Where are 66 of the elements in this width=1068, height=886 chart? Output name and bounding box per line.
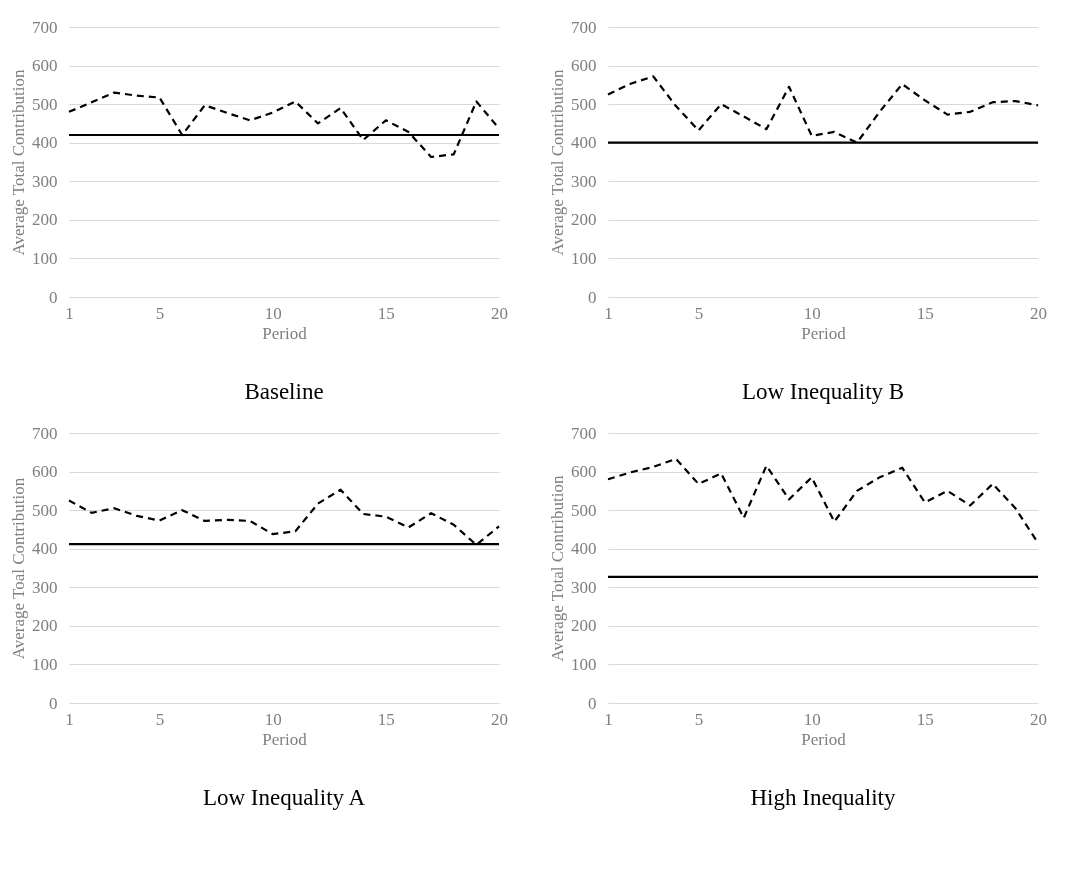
y-tick-label: 200 [571, 616, 597, 636]
y-tick-label: 300 [32, 577, 58, 597]
x-tick-label: 15 [916, 303, 934, 323]
y-tick-label: 300 [571, 171, 597, 191]
x-tick-label: 5 [155, 709, 165, 729]
y-tick-label: 0 [49, 287, 58, 307]
y-tick-label: 500 [571, 94, 597, 114]
y-tick-label: 200 [571, 210, 597, 230]
y-axis-title: Average Total Contribution [9, 68, 28, 256]
text: Low Inequality B [741, 379, 905, 404]
y-tick-label: 700 [32, 423, 58, 443]
y-tick-label: 200 [32, 210, 58, 230]
y-tick-label: 400 [32, 133, 58, 153]
x-tick-label: 20 [491, 709, 508, 729]
y-tick-label: 400 [571, 539, 597, 559]
x-tick-label: 10 [264, 303, 282, 323]
x-tick-label: 15 [916, 709, 934, 729]
x-tick-label: 5 [694, 709, 704, 729]
x-tick-label: 5 [155, 303, 165, 323]
y-tick-label: 600 [32, 56, 58, 76]
y-axis-title: Average Total Contribution [548, 68, 567, 256]
y-tick-label: 300 [32, 171, 58, 191]
x-tick-label: 1 [65, 709, 74, 729]
y-tick-label: 200 [32, 616, 58, 636]
text: Low Inequality A [202, 785, 366, 810]
text: High Inequality [750, 785, 896, 810]
y-tick-label: 700 [571, 423, 597, 443]
y-tick-label: 300 [571, 577, 597, 597]
y-tick-label: 400 [32, 539, 58, 559]
y-tick-label: 500 [32, 94, 58, 114]
line-series [606, 75, 1040, 144]
x-tick-label: 1 [604, 303, 613, 323]
x-tick-label: 5 [694, 303, 704, 323]
y-tick-label: 600 [571, 56, 597, 76]
x-tick-label: 1 [604, 709, 613, 729]
line-series [67, 488, 501, 546]
y-tick-label: 100 [32, 248, 58, 268]
y-tick-label: 600 [571, 462, 597, 482]
x-axis-title: Period [801, 729, 847, 749]
y-tick-label: 600 [32, 462, 58, 482]
x-tick-label: 15 [377, 303, 395, 323]
y-axis-title: Average Toal Contribution [9, 477, 28, 660]
y-tick-label: 0 [588, 287, 597, 307]
y-tick-label: 500 [32, 500, 58, 520]
y-axis-title: Average Total Contribution [548, 474, 567, 662]
y-tick-label: 700 [32, 17, 58, 37]
y-tick-label: 500 [571, 500, 597, 520]
x-tick-label: 1 [65, 303, 74, 323]
x-axis-title: Period [262, 323, 308, 343]
x-tick-label: 20 [1030, 303, 1047, 323]
y-tick-label: 100 [32, 654, 58, 674]
x-tick-label: 10 [803, 709, 821, 729]
x-axis-title: Period [801, 323, 847, 343]
y-tick-label: 100 [571, 248, 597, 268]
y-tick-label: 0 [49, 693, 58, 713]
y-tick-label: 100 [571, 654, 597, 674]
x-tick-label: 10 [264, 709, 282, 729]
x-tick-label: 15 [377, 709, 395, 729]
x-tick-label: 20 [1030, 709, 1047, 729]
y-tick-label: 400 [571, 133, 597, 153]
y-tick-label: 0 [588, 693, 597, 713]
text: Baseline [244, 379, 324, 404]
y-tick-label: 700 [571, 17, 597, 37]
x-tick-label: 10 [803, 303, 821, 323]
x-tick-label: 20 [491, 303, 508, 323]
x-axis-title: Period [262, 729, 308, 749]
